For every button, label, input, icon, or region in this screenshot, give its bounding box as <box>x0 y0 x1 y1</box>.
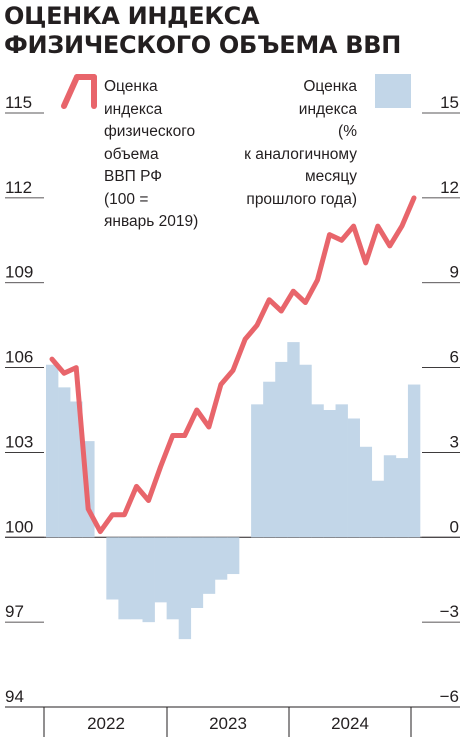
line-path <box>49 195 417 535</box>
left-tick-label: 109 <box>5 263 33 282</box>
bar-series-yoy-index <box>46 342 421 640</box>
right-tick-label: −6 <box>440 687 459 706</box>
right-tick-label: −3 <box>440 602 459 621</box>
bar <box>251 404 264 538</box>
legend-bar-swatch <box>375 74 411 108</box>
right-tick-label: 15 <box>440 93 459 112</box>
bar <box>275 361 288 538</box>
legend-swatches <box>61 74 411 109</box>
legend-line-swatch <box>61 74 80 109</box>
legend-line-label: Оценка индекса физического объема ВВП РФ (100… <box>104 76 198 234</box>
legend-bar-text: Оценка <box>303 78 357 95</box>
left-tick-label: 115 <box>5 93 32 112</box>
bar <box>130 537 143 620</box>
right-tick-label: 12 <box>440 178 459 197</box>
bar <box>58 387 71 538</box>
legend-bar-text: месяцу <box>304 168 357 185</box>
bar <box>190 537 204 608</box>
bar <box>263 381 276 538</box>
bar <box>395 458 409 538</box>
bar <box>383 455 397 538</box>
legend-line-text: ВВП РФ <box>104 168 163 185</box>
legend-line-text: индекса <box>104 100 163 118</box>
left-tick-label: 97 <box>5 602 24 621</box>
chart-title: ОЦЕНКА ИНДЕКСА ФИЗИЧЕСКОГО ОБЪЕМА ВВП <box>4 2 402 59</box>
bar <box>46 364 59 538</box>
legend-bar-text: прошлого года) <box>246 190 357 208</box>
right-tick-label: 6 <box>450 348 459 367</box>
right-tick-label: 3 <box>450 432 459 451</box>
bar <box>311 404 324 538</box>
bar <box>142 537 155 623</box>
x-tick-label: 2023 <box>209 714 247 733</box>
right-axis-ticks: 15 12 9 6 3 0 −3 −6 <box>440 93 459 706</box>
bar <box>202 537 216 594</box>
left-tick-label: 103 <box>5 432 33 451</box>
legend-line-text: физического <box>104 123 196 140</box>
left-tick-label: 94 <box>5 687 24 706</box>
bar <box>287 342 300 538</box>
right-tick-label: 9 <box>450 263 459 282</box>
left-axis-ticks: 115 112 109 106 103 100 97 94 <box>5 93 33 706</box>
bar <box>323 410 336 538</box>
legend-line-text: Оценка <box>104 78 158 95</box>
legend-line-text: январь 2019) <box>104 213 199 230</box>
left-tick-label: 112 <box>5 178 32 197</box>
legend-bar-label: Оценка индекса (% к аналогичному месяцу прошл… <box>244 76 357 211</box>
left-tick-label: 100 <box>5 517 33 536</box>
bar <box>299 364 312 538</box>
bar <box>226 537 240 575</box>
bar <box>70 401 83 538</box>
line-series-gdp-index <box>49 195 417 535</box>
bar <box>214 537 228 580</box>
x-tick-label: 2022 <box>87 714 125 733</box>
bar <box>371 480 385 538</box>
bar <box>118 537 131 620</box>
bar <box>166 537 180 620</box>
x-tick-label: 2024 <box>331 714 369 733</box>
bar <box>106 537 119 600</box>
bar <box>335 404 348 538</box>
legend-bar-text: индекса <box>298 100 357 118</box>
bar <box>359 446 373 538</box>
bar <box>347 418 360 538</box>
legend-bar-text: (% <box>338 123 357 140</box>
bar <box>154 537 167 603</box>
legend-line-text: (100 = <box>104 190 149 208</box>
x-axis: 2022 2023 2024 <box>5 706 460 737</box>
left-tick-label: 106 <box>5 348 33 367</box>
bar <box>407 384 421 538</box>
right-tick-label: 0 <box>450 517 459 536</box>
bar <box>178 537 192 640</box>
legend-bar-text: к аналогичному <box>244 145 357 163</box>
legend-line-text: объема <box>104 145 159 163</box>
